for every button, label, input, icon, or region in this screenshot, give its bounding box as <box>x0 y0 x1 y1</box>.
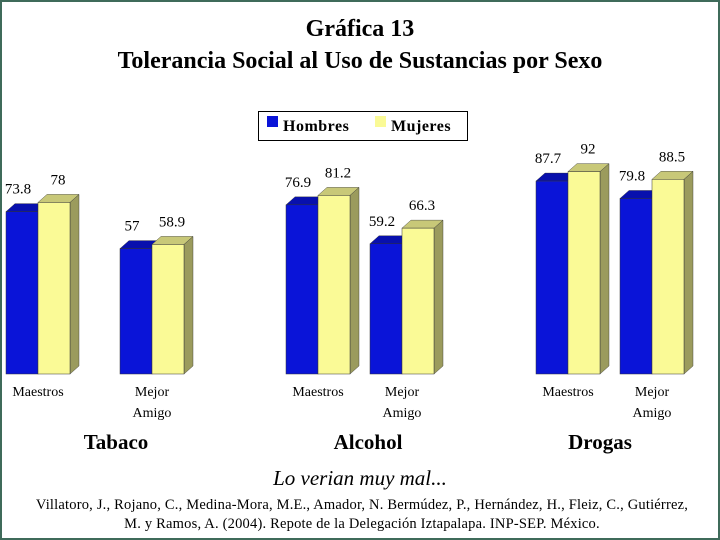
bar-mujeres-3 <box>401 227 435 375</box>
value-label-mujeres-0: 78 <box>51 172 66 188</box>
category-label-1-1: Amigo <box>133 406 172 421</box>
value-label-mujeres-3: 66.3 <box>409 198 435 214</box>
bar-mujeres-0 <box>37 202 71 375</box>
bar-hombres-4 <box>535 180 569 375</box>
legend-label-hombres: Hombres <box>283 118 350 135</box>
chart-subtitle: Lo verian muy mal... <box>273 466 447 490</box>
bar-mujeres-0-side <box>69 193 80 375</box>
value-label-hombres-2: 76.9 <box>285 175 311 191</box>
bar-mujeres-1-side <box>183 235 194 375</box>
bar-hombres-5 <box>619 198 653 375</box>
value-label-mujeres-1: 58.9 <box>159 214 185 230</box>
bar-mujeres-4-side <box>599 163 610 375</box>
category-label-3-0: Mejor <box>385 385 420 400</box>
bar-mujeres-3-side <box>433 219 444 375</box>
group-label-alcohol: Alcohol <box>334 430 403 454</box>
category-label-5-1: Amigo <box>633 406 672 421</box>
chart-title: Gráfica 13 <box>305 16 415 42</box>
value-label-hombres-0: 73.8 <box>5 182 31 198</box>
bar-mujeres-1 <box>151 244 185 375</box>
category-label-3-1: Amigo <box>383 406 422 421</box>
bar-mujeres-2 <box>317 195 351 375</box>
category-label-4-0: Maestros <box>542 385 593 400</box>
category-label-5-0: Mejor <box>635 385 670 400</box>
bar-hombres-3 <box>369 243 403 375</box>
category-label-2-0: Maestros <box>292 385 343 400</box>
value-label-hombres-4: 87.7 <box>535 151 562 167</box>
bar-hombres-2 <box>285 204 319 375</box>
chart-title-line2: Tolerancia Social al Uso de Sustancias p… <box>117 48 603 74</box>
source-citation: Villatoro, J., Rojano, C., Medina-Mora, … <box>35 497 689 532</box>
category-label-0-0: Maestros <box>12 385 63 400</box>
group-label-tabaco: Tabaco <box>84 430 149 454</box>
value-label-mujeres-4: 92 <box>581 142 596 158</box>
value-label-mujeres-5: 88.5 <box>659 149 685 165</box>
value-label-mujeres-2: 81.2 <box>325 165 351 181</box>
bar-mujeres-2-side <box>349 186 360 375</box>
legend-swatch-hombres <box>267 116 278 127</box>
category-label-1-0: Mejor <box>135 385 170 400</box>
value-label-hombres-3: 59.2 <box>369 214 395 230</box>
value-label-hombres-5: 79.8 <box>619 168 645 184</box>
bar-mujeres-5 <box>651 179 685 375</box>
group-label-drogas: Drogas <box>568 430 632 454</box>
bar-mujeres-4 <box>567 171 601 375</box>
legend-swatch-mujeres <box>375 116 386 127</box>
bar-mujeres-5-side <box>683 170 694 375</box>
legend-label-mujeres: Mujeres <box>391 118 452 135</box>
bar-hombres-1 <box>119 248 153 375</box>
legend: Hombres Mujeres <box>258 111 468 141</box>
value-label-hombres-1: 57 <box>125 219 141 235</box>
bar-hombres-0 <box>5 211 39 375</box>
